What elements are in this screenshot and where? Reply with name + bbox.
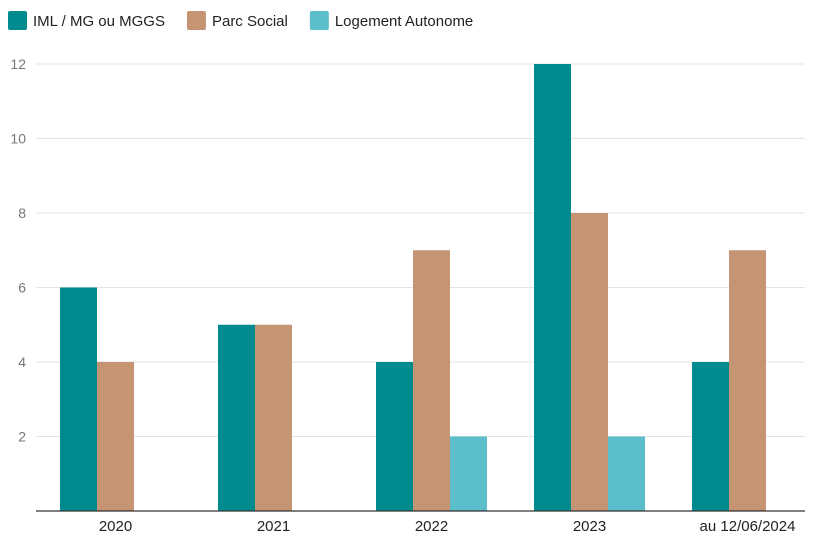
y-tick-label: 10 (10, 131, 26, 147)
bars (60, 64, 766, 511)
legend: IML / MG ou MGGS Parc Social Logement Auto… (8, 11, 473, 30)
bar-logement-autonome-2023 (608, 436, 645, 511)
y-tick-label: 2 (18, 429, 26, 445)
legend-item[interactable]: Logement Autonome (309, 11, 473, 30)
legend-label: Logement Autonome (335, 13, 473, 30)
bar-iml-mg-ou-mggs-2020 (60, 287, 97, 511)
y-tick-label: 8 (18, 205, 26, 221)
bar-parc-social-2020 (97, 362, 134, 511)
x-tick-label: 2021 (257, 518, 290, 535)
legend-label: Parc Social (212, 13, 288, 30)
y-tick-label: 6 (18, 280, 26, 296)
bar-iml-mg-ou-mggs-2021 (218, 324, 255, 511)
y-axis-ticks: 2 4 6 8 10 12 (10, 56, 26, 445)
legend-swatch (8, 11, 27, 30)
y-tick-label: 4 (18, 354, 26, 370)
x-tick-label: au 12/06/2024 (700, 518, 796, 535)
y-tick-label: 12 (10, 56, 26, 72)
legend-label: IML / MG ou MGGS (33, 13, 165, 30)
bar-iml-mg-ou-mggs-2022 (376, 362, 413, 511)
bar-iml-mg-ou-mggs-2023 (534, 64, 571, 511)
bar-parc-social-2023 (571, 213, 608, 511)
x-tick-label: 2022 (415, 518, 448, 535)
bar-iml-mg-ou-mggs-au-12-06-2024 (692, 362, 729, 511)
bar-logement-autonome-2022 (450, 436, 487, 511)
bar-parc-social-2021 (255, 324, 292, 511)
legend-swatch (186, 11, 206, 30)
x-tick-label: 2023 (573, 518, 606, 535)
x-axis-ticks: 2020 2021 2022 2023 au 12/06/2024 (99, 518, 796, 535)
legend-item[interactable]: Parc Social (186, 11, 288, 30)
legend-swatch (309, 11, 329, 30)
legend-item[interactable]: IML / MG ou MGGS (8, 11, 165, 30)
bar-parc-social-2022 (413, 250, 450, 511)
x-tick-label: 2020 (99, 518, 132, 535)
bar-parc-social-au-12-06-2024 (729, 250, 766, 511)
